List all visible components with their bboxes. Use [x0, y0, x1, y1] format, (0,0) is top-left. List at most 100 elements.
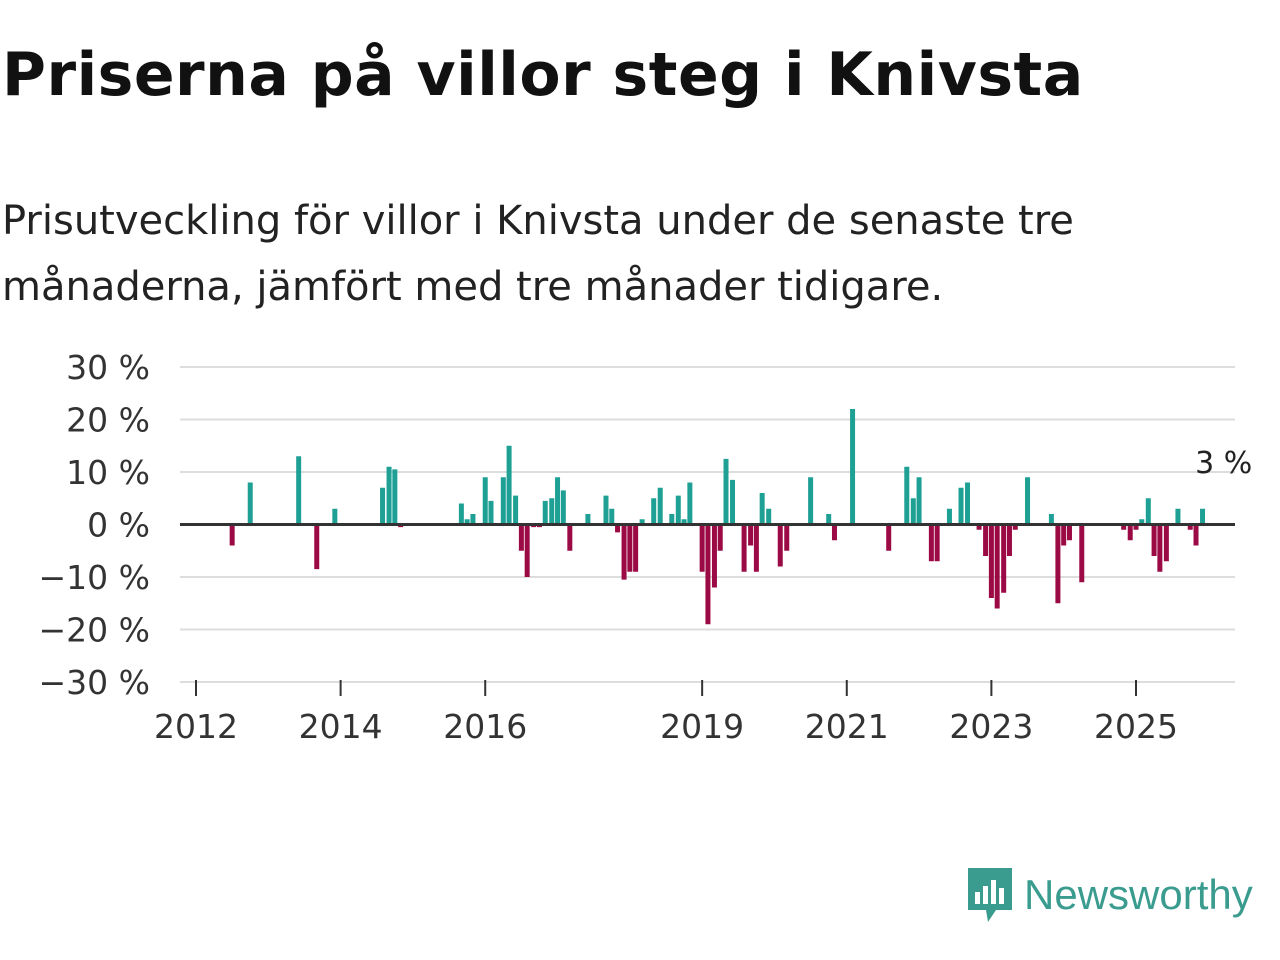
x-tick-label: 2012 [154, 707, 238, 746]
bar [730, 479, 736, 525]
bar [717, 524, 723, 551]
bar [1139, 519, 1145, 525]
bar [639, 519, 645, 525]
y-tick-label: −30 % [39, 663, 151, 702]
x-tick-label: 2025 [1094, 707, 1178, 746]
bar [850, 409, 856, 525]
x-tick-label: 2019 [660, 707, 744, 746]
bar [928, 524, 934, 562]
bar [1145, 498, 1151, 525]
bar [1175, 508, 1181, 525]
y-tick-label: 0 % [87, 506, 150, 545]
x-axis [180, 523, 1235, 696]
bar [506, 445, 512, 525]
bar [524, 524, 530, 577]
bar [699, 524, 705, 572]
bar [705, 524, 711, 625]
bar [621, 524, 627, 580]
bar [458, 503, 464, 525]
bar [1193, 524, 1199, 546]
bar [1121, 524, 1127, 530]
bar [609, 508, 615, 525]
bars [229, 409, 1206, 625]
bar [1187, 524, 1193, 530]
bar [1133, 524, 1139, 530]
bar [1127, 524, 1133, 541]
bar [1048, 514, 1054, 525]
brand-name: Newsworthy [1024, 871, 1253, 918]
bar [965, 482, 971, 525]
data-label: 3 % [1195, 446, 1252, 481]
bar [1061, 524, 1067, 546]
bar [1163, 524, 1169, 562]
chart-title: Priserna på villor steg i Knivsta [2, 40, 1084, 110]
bar [994, 524, 1000, 609]
bar [332, 508, 338, 525]
bar [488, 500, 494, 525]
y-tick-label: −20 % [39, 611, 151, 650]
newsworthy-logo-icon [968, 868, 1012, 922]
bar [934, 524, 940, 562]
bar [470, 514, 476, 525]
bar [1079, 524, 1085, 583]
bar-chart: 30 %20 %10 %0 %−10 %−20 %−30 % 2012 2014 2… [39, 348, 1253, 746]
bar [766, 508, 772, 525]
x-tick-label: 2016 [443, 707, 527, 746]
bar [910, 498, 916, 525]
bar [657, 487, 663, 525]
bar [482, 477, 488, 525]
bar [513, 495, 519, 525]
y-tick-label: 10 % [66, 453, 150, 492]
bar [723, 458, 729, 525]
bar [603, 495, 609, 525]
bar [380, 487, 386, 525]
bar [1025, 477, 1031, 525]
bar [585, 514, 591, 525]
bar [296, 456, 302, 525]
bar [741, 524, 747, 572]
y-tick-label: 20 % [66, 401, 150, 440]
bar [675, 495, 681, 525]
bar [627, 524, 633, 572]
bar [518, 524, 524, 551]
bar [567, 524, 573, 551]
bar [946, 508, 952, 525]
brand-logo: Newsworthy [964, 864, 1253, 926]
bar [464, 519, 470, 525]
bar [229, 524, 235, 546]
bar [1151, 524, 1157, 556]
bar [886, 524, 892, 551]
bar [1006, 524, 1012, 556]
bar [1200, 508, 1206, 525]
bar [633, 524, 639, 572]
bar [759, 493, 765, 525]
annotations: 3 % [1195, 446, 1252, 481]
bar [651, 498, 657, 525]
x-tick-label: 2014 [299, 707, 383, 746]
bar [753, 524, 759, 572]
x-tick-label: 2021 [805, 707, 889, 746]
bar [669, 514, 675, 525]
bar [916, 477, 922, 525]
bar [247, 482, 253, 525]
bar [386, 466, 392, 525]
x-tick-label: 2023 [949, 707, 1033, 746]
bar [831, 524, 837, 541]
bar [711, 524, 717, 588]
bar [500, 477, 506, 525]
bar [784, 524, 790, 551]
bar [392, 469, 398, 525]
bar [983, 524, 989, 556]
bar [555, 477, 561, 525]
bar [687, 482, 693, 525]
y-axis-labels: 30 % 20 % 10 % 0 % −10 % −20 % −30 % [39, 348, 151, 702]
bar [808, 477, 814, 525]
bar [976, 524, 982, 530]
bar [1012, 524, 1018, 530]
bar [826, 514, 832, 525]
bar [904, 466, 910, 525]
bar [1001, 524, 1007, 593]
bar [615, 524, 621, 533]
bar [1055, 524, 1061, 604]
bar [549, 498, 555, 525]
